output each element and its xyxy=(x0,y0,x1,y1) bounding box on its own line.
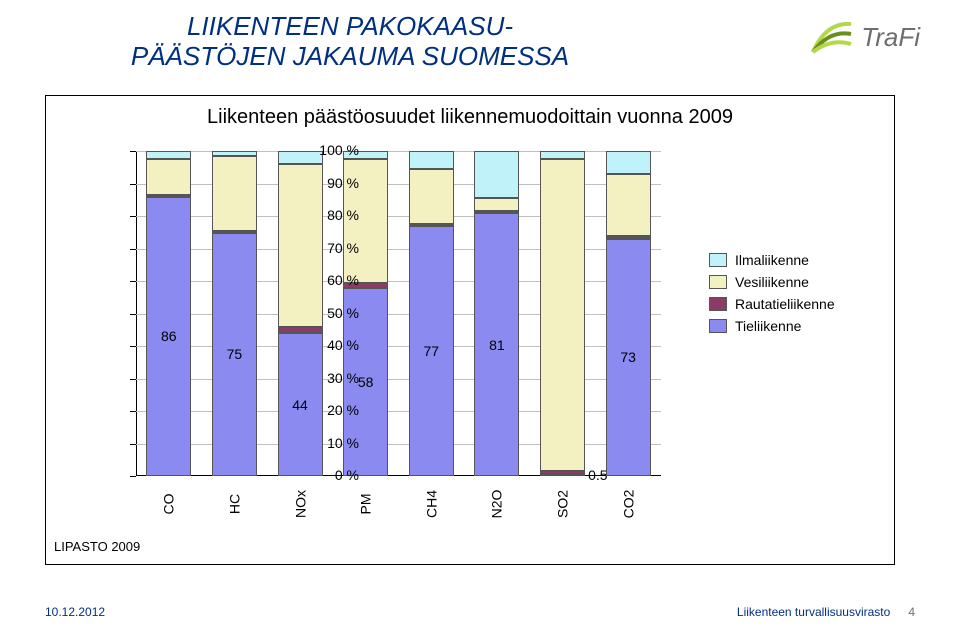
bar-segment xyxy=(606,151,651,174)
bar-value-label: 81 xyxy=(489,337,505,353)
x-axis-label: CO2 xyxy=(620,482,636,527)
bar-segment xyxy=(606,174,651,236)
bar-segment: 77 xyxy=(409,226,454,476)
bar-value-label: 75 xyxy=(227,346,243,362)
y-axis-label: 0 % xyxy=(304,467,359,483)
y-tick xyxy=(130,411,136,412)
title-line-2: PÄÄSTÖJEN JAKAUMA SUOMESSA xyxy=(131,41,569,71)
bar-segment xyxy=(146,159,191,195)
x-axis-label: PM xyxy=(358,482,374,527)
logo-text: TraFi xyxy=(861,22,920,53)
bar-segment: 0.5 xyxy=(540,474,585,476)
bar-segment xyxy=(409,169,454,224)
y-tick xyxy=(130,249,136,250)
legend-label: Rautatieliikenne xyxy=(735,296,835,312)
y-axis-label: 80 % xyxy=(304,207,359,223)
bar-segment xyxy=(474,151,519,198)
legend-label: Ilmaliikenne xyxy=(735,252,809,268)
legend-swatch xyxy=(709,275,727,289)
legend-label: Vesiliikenne xyxy=(735,274,809,290)
bar: 77 xyxy=(409,151,454,476)
y-tick xyxy=(130,476,136,477)
y-axis-label: 60 % xyxy=(304,272,359,288)
y-tick xyxy=(130,314,136,315)
y-axis-label: 10 % xyxy=(304,435,359,451)
bar-value-label: 73 xyxy=(620,349,636,365)
legend-swatch xyxy=(709,319,727,333)
legend-swatch xyxy=(709,253,727,267)
y-tick xyxy=(130,281,136,282)
x-axis-label: SO2 xyxy=(555,482,571,527)
legend-label: Tieliikenne xyxy=(735,318,801,334)
x-axis-label: NOx xyxy=(292,482,308,527)
y-axis-label: 90 % xyxy=(304,175,359,191)
page-number: 4 xyxy=(908,605,915,619)
bar: 81 xyxy=(474,151,519,476)
chart-title: Liikenteen päästöosuudet liikennemuodoit… xyxy=(46,106,894,129)
y-tick xyxy=(130,379,136,380)
bar-segment: 81 xyxy=(474,213,519,476)
legend-item: Ilmaliikenne xyxy=(709,252,869,268)
legend-swatch xyxy=(709,297,727,311)
legend-item: Rautatieliikenne xyxy=(709,296,869,312)
bar: 86 xyxy=(146,151,191,476)
title-line-1: LIIKENTEEN PAKOKAASU- xyxy=(187,11,513,41)
bar-segment xyxy=(146,151,191,159)
y-tick xyxy=(130,216,136,217)
x-axis-label: N2O xyxy=(489,482,505,527)
bar: 0.5 xyxy=(540,151,585,476)
y-axis-label: 20 % xyxy=(304,402,359,418)
y-tick xyxy=(130,184,136,185)
bar-value-label: 77 xyxy=(424,343,440,359)
bar-value-label: 86 xyxy=(161,328,177,344)
logo: TraFi xyxy=(811,20,920,54)
x-axis-label: HC xyxy=(226,482,242,527)
y-axis-label: 40 % xyxy=(304,337,359,353)
bar: 73 xyxy=(606,151,651,476)
bar-segment: 73 xyxy=(606,239,651,476)
x-labels: COHCNOxPMCH4N2OSO2CO2 xyxy=(136,481,661,512)
bar: 75 xyxy=(212,151,257,476)
footer-date: 10.12.2012 xyxy=(45,605,105,619)
bars-group: 8675445877810.573 xyxy=(136,151,661,476)
chart-source: LIPASTO 2009 xyxy=(54,539,140,554)
y-axis-label: 50 % xyxy=(304,305,359,321)
x-axis-label: CO xyxy=(161,482,177,527)
y-axis-label: 30 % xyxy=(304,370,359,386)
bar-segment xyxy=(212,156,257,231)
bar-segment xyxy=(540,159,585,471)
legend-item: Vesiliikenne xyxy=(709,274,869,290)
plot-area: 8675445877810.573 xyxy=(136,151,661,476)
bar-segment xyxy=(474,198,519,211)
y-tick xyxy=(130,444,136,445)
footer-org: Liikenteen turvallisuusvirasto xyxy=(737,605,890,619)
slide-title: LIIKENTEEN PAKOKAASU- PÄÄSTÖJEN JAKAUMA … xyxy=(100,12,600,72)
y-tick xyxy=(130,346,136,347)
chart-container: Liikenteen päästöosuudet liikennemuodoit… xyxy=(45,95,895,565)
bar-segment xyxy=(540,151,585,159)
trafi-swoosh-icon xyxy=(811,20,853,54)
legend-item: Tieliikenne xyxy=(709,318,869,334)
bar-segment: 75 xyxy=(212,233,257,476)
bar-segment xyxy=(409,151,454,169)
y-axis-label: 100 % xyxy=(304,142,359,158)
y-tick xyxy=(130,151,136,152)
legend: Ilmaliikenne Vesiliikenne Rautatieliikenne… xyxy=(709,246,869,340)
x-axis-label: CH4 xyxy=(423,482,439,527)
y-axis-label: 70 % xyxy=(304,240,359,256)
bar-value-label: 58 xyxy=(358,374,374,390)
footer: 10.12.2012 Liikenteen turvallisuusvirast… xyxy=(45,605,915,619)
bar-segment: 86 xyxy=(146,197,191,476)
